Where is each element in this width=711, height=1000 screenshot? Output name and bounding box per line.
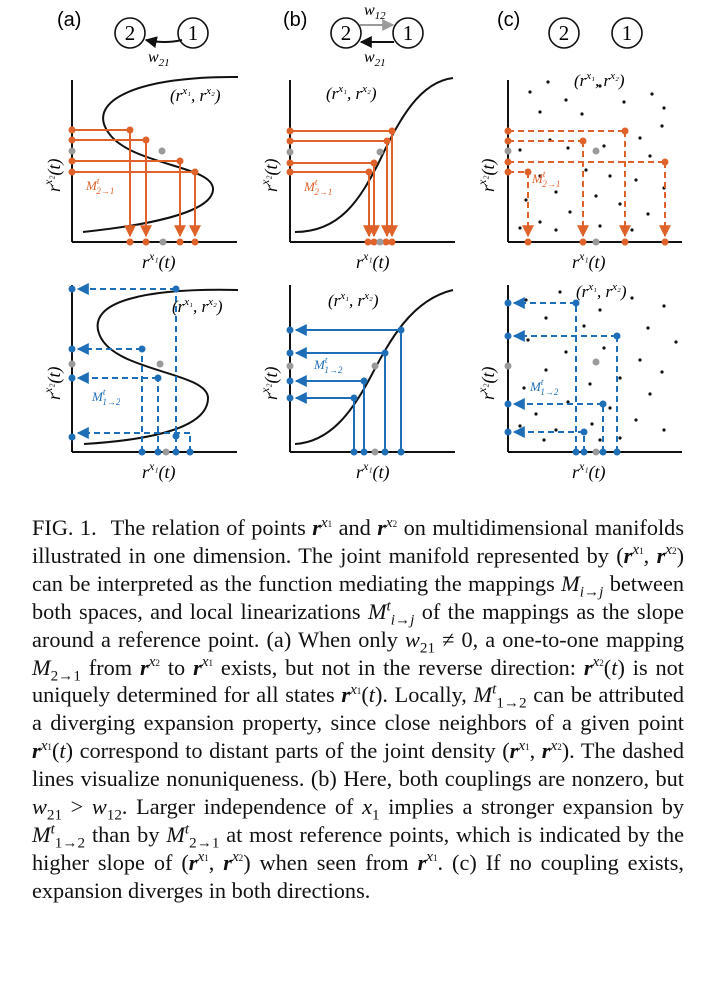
caption-label: FIG. 1. bbox=[32, 515, 97, 540]
svg-text:Mt2→1: Mt 2→1 bbox=[531, 169, 560, 189]
panel-a-bottom: Mt 1→2 (rx₁, rx₂) bbox=[68, 283, 239, 456]
panel-c-bottom: Mt 1→2 (rx₁, rx₂) bbox=[504, 281, 682, 456]
panel-c-top: Mt 2→1 (rx₁, rx₂) bbox=[504, 70, 682, 246]
svg-text:rx₂(t): rx₂(t) bbox=[258, 158, 282, 192]
svg-text:rx₁(t): rx₁(t) bbox=[356, 249, 390, 273]
svg-text:rx₁(t): rx₁(t) bbox=[142, 249, 176, 273]
panel-b-bottom: Mt 1→2 (rx₁, rx₂) bbox=[286, 285, 455, 456]
svg-text:w21: w21 bbox=[364, 49, 386, 69]
panel-a-top: Mt 2→1 (rx₁, rx₂) bbox=[68, 75, 239, 246]
svg-text:rx₁(t): rx₁(t) bbox=[356, 459, 390, 483]
svg-text:(rx₁, rx₂): (rx₁, rx₂) bbox=[172, 296, 223, 316]
svg-text:w21: w21 bbox=[148, 49, 170, 69]
panel-label-b: (b) bbox=[283, 9, 307, 31]
row2-axis-labels: rx₁(t) rx₁(t) rx₁(t) rx₂(t) rx₂(t) rx₂(t… bbox=[41, 366, 606, 483]
node-2-label: 2 bbox=[125, 21, 136, 45]
svg-text:Mt1→2: Mt 1→2 bbox=[91, 387, 121, 407]
svg-text:rx₂(t): rx₂(t) bbox=[475, 158, 499, 192]
svg-text:(rx₁, rx₂): (rx₁, rx₂) bbox=[328, 290, 379, 310]
panel-label-c: (c) bbox=[497, 9, 520, 31]
svg-text:2: 2 bbox=[559, 21, 570, 45]
svg-text:rx₁(t): rx₁(t) bbox=[142, 459, 176, 483]
svg-text:rx₂(t): rx₂(t) bbox=[258, 366, 282, 400]
svg-text:rx₁(t): rx₁(t) bbox=[572, 249, 606, 273]
svg-text:w12: w12 bbox=[364, 2, 386, 22]
svg-text:rx₂(t): rx₂(t) bbox=[475, 366, 499, 400]
svg-text:rx₂(t): rx₂(t) bbox=[41, 366, 65, 400]
svg-text:(rx₁, rx₂): (rx₁, rx₂) bbox=[574, 70, 625, 90]
svg-text:Mt2→1: Mt 2→1 bbox=[303, 177, 332, 197]
nodes-b: 2 1 w12 w21 bbox=[330, 2, 424, 69]
node-1-label: 1 bbox=[188, 21, 199, 45]
nodes-c: 2 1 bbox=[548, 17, 643, 49]
svg-text:(rx₁, rx₂): (rx₁, rx₂) bbox=[326, 83, 377, 103]
svg-text:1: 1 bbox=[622, 21, 633, 45]
svg-text:rx₂(t): rx₂(t) bbox=[41, 158, 65, 192]
svg-text:(rx₁, rx₂): (rx₁, rx₂) bbox=[576, 281, 627, 301]
svg-text:Mt1→2: Mt 1→2 bbox=[529, 377, 559, 397]
svg-text:Mt2→1: Mt 2→1 bbox=[85, 176, 114, 196]
panel-label-a: (a) bbox=[57, 9, 81, 31]
svg-text:(rx₁, rx₂): (rx₁, rx₂) bbox=[170, 85, 221, 105]
nodes-a: 2 1 w21 bbox=[114, 17, 209, 69]
svg-text:1: 1 bbox=[403, 21, 414, 45]
figure-caption: FIG. 1. The relation of points rx1 and rx… bbox=[32, 513, 685, 903]
svg-text:Mt1→2: Mt 1→2 bbox=[313, 355, 343, 375]
row1-axis-labels: rx₁(t) rx₁(t) rx₁(t) rx₂(t) rx₂(t) rx₂(t… bbox=[41, 158, 606, 273]
svg-text:rx₁(t): rx₁(t) bbox=[572, 459, 606, 483]
svg-text:2: 2 bbox=[341, 21, 352, 45]
panel-b-top: Mt 2→1 (rx₁, rx₂) bbox=[286, 77, 455, 246]
figure-1: (a) (b) (c) 2 1 w21 2 1 w12 w21 2 1 bbox=[41, 2, 682, 483]
